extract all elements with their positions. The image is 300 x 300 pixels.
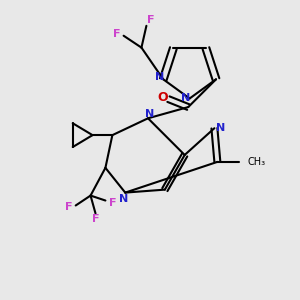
Text: O: O [157,91,168,103]
Text: F: F [147,15,154,25]
Text: N: N [155,72,164,82]
Text: N: N [146,109,154,119]
Text: F: F [113,29,120,39]
Text: N: N [216,123,225,133]
Text: F: F [92,214,99,224]
Text: N: N [118,194,128,203]
Text: CH₃: CH₃ [247,157,265,167]
Text: F: F [109,197,116,208]
Text: F: F [65,202,73,212]
Text: N: N [181,94,190,103]
